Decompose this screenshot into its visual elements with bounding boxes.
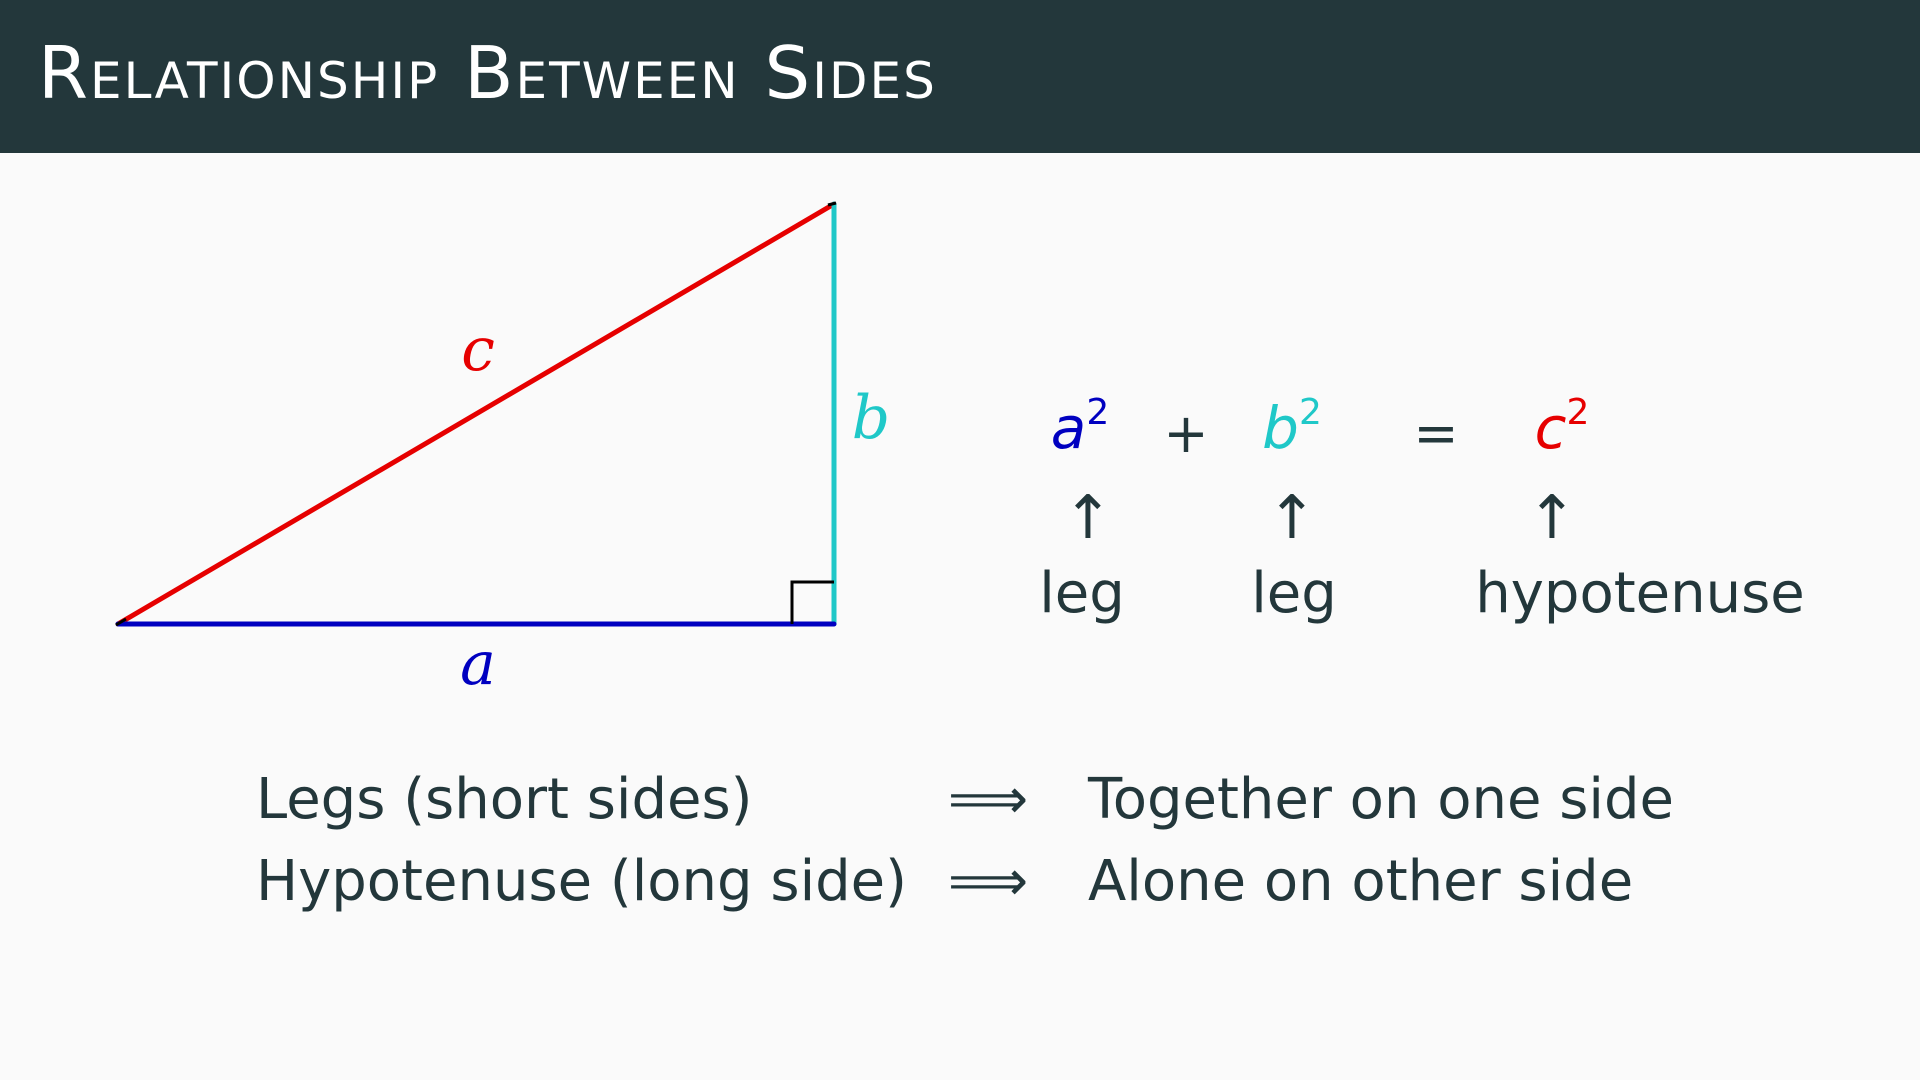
rules-list: Legs (short sides) ⟹ Together on one sid… <box>256 767 1674 914</box>
right-triangle <box>115 201 837 627</box>
implies-arrow-icon: ⟹ <box>948 849 1028 914</box>
term-c-base: c <box>1535 394 1567 462</box>
rule-2-right: Alone on other side <box>1088 849 1633 914</box>
term-b-exponent: 2 <box>1299 392 1322 433</box>
right-angle-marker-icon <box>790 580 834 624</box>
label-c: c <box>461 315 495 385</box>
vertex-left <box>115 617 127 627</box>
rule-1-left: Legs (short sides) <box>256 767 753 832</box>
slide-title: Relationship Between Sides <box>38 31 937 115</box>
implies-arrow-icon: ⟹ <box>948 767 1028 832</box>
caption-leg-a: leg <box>1039 561 1125 626</box>
caption-hypotenuse: hypotenuse <box>1475 561 1804 626</box>
arrow-up-icon: ↑ <box>1527 483 1577 553</box>
equation-term-b: b2 <box>1262 392 1322 462</box>
term-c-exponent: 2 <box>1566 392 1589 433</box>
arrow-up-icon: ↑ <box>1063 483 1113 553</box>
equation-equals: = <box>1413 402 1458 465</box>
arrow-up-icon: ↑ <box>1267 483 1317 553</box>
rule-2-left: Hypotenuse (long side) <box>256 849 907 914</box>
term-a-base: a <box>1051 394 1087 462</box>
label-a: a <box>460 629 496 699</box>
vertex-top <box>827 201 837 207</box>
equation-plus: + <box>1163 402 1208 465</box>
rule-1-right: Together on one side <box>1087 767 1674 832</box>
term-b-base: b <box>1262 394 1299 462</box>
equation: a2 + b2 = c2 ↑ ↑ ↑ leg leg hypotenuse <box>1039 392 1805 626</box>
equation-term-c: c2 <box>1535 392 1590 462</box>
equation-term-a: a2 <box>1051 392 1109 462</box>
term-a-exponent: 2 <box>1086 392 1109 433</box>
caption-leg-b: leg <box>1251 561 1337 626</box>
side-c-hypotenuse <box>115 201 837 627</box>
title-bar: Relationship Between Sides <box>0 0 1920 153</box>
label-b: b <box>852 383 890 453</box>
